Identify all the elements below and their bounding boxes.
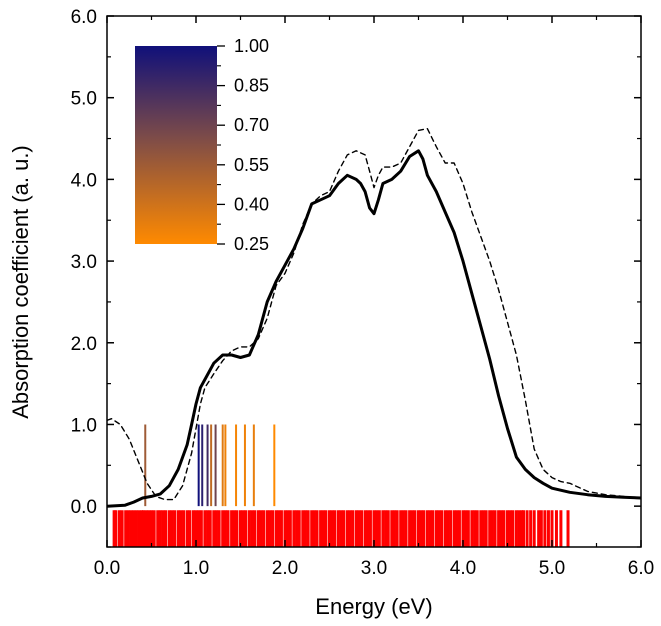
x-axis-title: Energy (eV) (315, 594, 432, 619)
colorbar-tick-label: 0.55 (234, 155, 269, 175)
y-tick-label: 3.0 (71, 252, 97, 273)
x-tick-label: 3.0 (361, 558, 387, 579)
x-tick-label: 1.0 (183, 558, 209, 579)
colorbar-gradient (135, 46, 217, 244)
y-tick-label: 1.0 (71, 415, 97, 436)
y-tick-label: 5.0 (71, 89, 97, 110)
series-line-solid (107, 149, 641, 508)
x-tick-label: 4.0 (450, 558, 476, 579)
colorbar-ticks: 1.00 0.85 0.70 0.55 0.40 0.25 (217, 36, 269, 254)
colorbar-tick-label: 0.85 (234, 76, 269, 96)
colorbar-tick-label: 0.40 (234, 194, 269, 214)
y-tick-label: 6.0 (71, 7, 97, 28)
x-tick-label: 0.0 (94, 558, 120, 579)
y-tick-label: 4.0 (71, 170, 97, 191)
y-axis-title: Absorption coefficient (a. u.) (8, 145, 33, 419)
y-tick-label: 2.0 (71, 334, 97, 355)
colorbar: 1.00 0.85 0.70 0.55 0.40 0.25 (135, 36, 269, 254)
x-tick-label: 2.0 (272, 558, 298, 579)
y-tick-label: 0.0 (71, 497, 97, 518)
colorbar-tick-label: 1.00 (234, 36, 269, 56)
x-tick-label: 6.0 (628, 558, 654, 579)
series-lines (107, 127, 641, 508)
oscillator-lines (144, 424, 276, 507)
colorbar-tick-label: 0.70 (234, 115, 269, 135)
x-tick-label: 5.0 (539, 558, 565, 579)
series-line-dashed (107, 127, 641, 501)
colorbar-tick-label: 0.25 (234, 234, 269, 254)
axis-ticks: 0.0 1.0 2.0 3.0 4.0 5.0 6.0 0.0 1.0 2.0 3.0 4.0 5.0 6… (71, 7, 655, 579)
transition-rug (112, 510, 570, 547)
